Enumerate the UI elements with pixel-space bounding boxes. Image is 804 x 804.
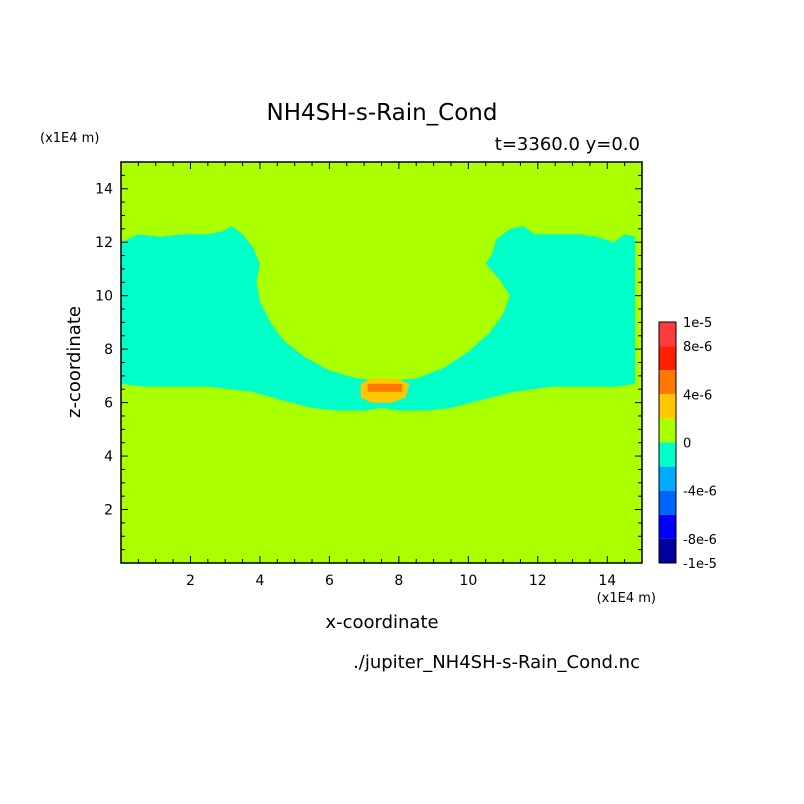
colorbar: 1e-5 8e-6 4e-6 0 -4e-6 -8e-6 -1e-5 <box>658 316 717 572</box>
x-tick-label: 4 <box>255 573 264 589</box>
y-tick-label: 4 <box>104 449 113 465</box>
field-region-0 <box>121 226 636 411</box>
chart-title: NH4SH-s-Rain_Cond <box>267 100 498 126</box>
source-file-label: ./jupiter_NH4SH-s-Rain_Cond.nc <box>353 652 640 673</box>
y-tick-label: 6 <box>104 396 113 412</box>
x-axis-label: x-coordinate <box>325 612 438 633</box>
x-tick-label: 2 <box>186 573 195 589</box>
colorbar-frame <box>658 321 677 564</box>
y-axis-label: z-coordinate <box>64 306 85 418</box>
x-tick-label: 14 <box>598 573 616 589</box>
colorbar-label: 4e-6 <box>683 388 712 403</box>
y-tick-label: 12 <box>95 235 113 251</box>
colorbar-label: 1e-5 <box>683 316 712 331</box>
y-tick-label: 10 <box>95 289 113 305</box>
x-tick-label: 8 <box>394 573 403 589</box>
colorbar-label: -8e-6 <box>683 533 717 548</box>
colorbar-swatch <box>659 322 676 347</box>
colorbar-swatch <box>659 490 676 515</box>
colorbar-swatch <box>659 346 676 371</box>
field-region-2 <box>367 383 403 392</box>
colorbar-swatch <box>659 394 676 419</box>
y-scale-label: (x1E4 m) <box>40 131 99 146</box>
x-tick-label: 10 <box>459 573 477 589</box>
colorbar-label: 0 <box>683 437 691 452</box>
colorbar-swatch <box>659 418 676 443</box>
colorbar-swatch <box>659 466 676 491</box>
x-tick-label: 6 <box>325 573 334 589</box>
x-tick-label: 12 <box>529 573 547 589</box>
y-tick-label: 14 <box>95 182 113 198</box>
colorbar-label: -4e-6 <box>683 485 717 500</box>
colorbar-swatch <box>659 442 676 467</box>
x-scale-label: (x1E4 m) <box>597 591 656 606</box>
colorbar-swatch <box>659 370 676 395</box>
colorbar-swatch <box>659 514 676 539</box>
y-tick-label: 2 <box>104 503 113 519</box>
plot-area: 2 4 6 8 10 12 14 2 4 6 8 10 12 14 <box>95 161 643 589</box>
colorbar-label: -1e-5 <box>683 557 717 572</box>
y-tick-label: 8 <box>104 342 113 358</box>
colorbar-swatch <box>659 538 676 563</box>
chart-subtitle: t=3360.0 y=0.0 <box>495 134 640 155</box>
colorbar-label: 8e-6 <box>683 340 712 355</box>
